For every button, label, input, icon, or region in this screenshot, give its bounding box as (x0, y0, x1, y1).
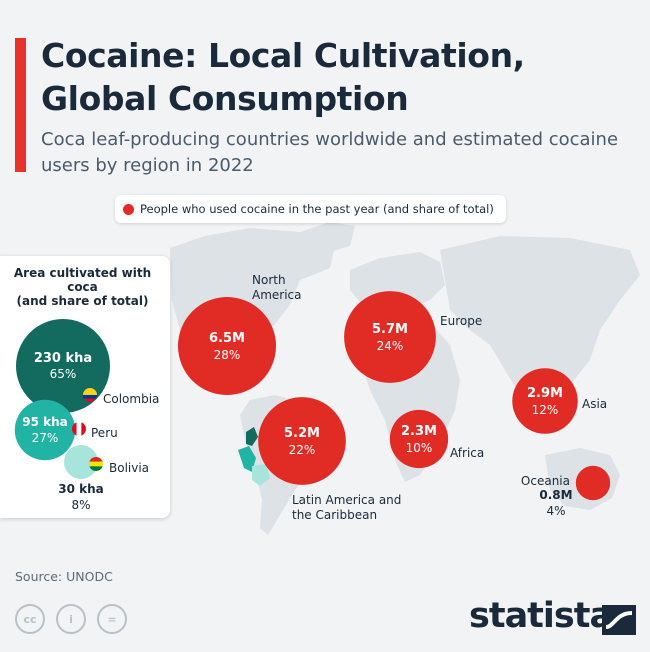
region-label-2-1: the Caribbean (292, 508, 377, 522)
attribution-icon: i (56, 604, 86, 634)
users-value-label-4: 2.3M (401, 424, 437, 439)
coca-share-label-0: 65% (50, 367, 77, 381)
chart-title: Cocaine: Local Cultivation, Global Consu… (41, 36, 525, 118)
users-value-label-0: 6.5M (209, 331, 245, 346)
users-share-label-1: 24% (377, 339, 404, 353)
chart-subtitle: Coca leaf-producing countries worldwide … (41, 129, 619, 176)
creative-commons-icon: cc (15, 604, 45, 634)
users-share-label-2: 22% (289, 443, 316, 457)
users-share-label-4: 10% (406, 441, 433, 455)
map-colombia-shape (246, 427, 258, 446)
coca-value-label-2: 30 kha (58, 482, 104, 496)
region-label-2-0: Latin America and (292, 493, 401, 507)
users-value-label-1: 5.7M (372, 322, 408, 337)
coca-share-label-1: 27% (32, 431, 59, 445)
coca-value-label-1: 95 kha (22, 415, 68, 429)
no-derivatives-icon: = (97, 604, 127, 634)
legend-marker (123, 203, 134, 215)
coca-bubble-peru (14, 399, 76, 461)
colombia-flag-icon (83, 388, 97, 402)
panel-title: Area cultivated with coca (and share of … (13, 266, 152, 308)
coca-value-label-0: 230 kha (34, 351, 92, 366)
statista-logo: statista (469, 596, 613, 636)
users-bubble-2 (258, 397, 346, 485)
region-label-0-0: North (252, 273, 286, 287)
legend: People who used cocaine in the past year… (115, 195, 506, 223)
users-value-label-5: 0.8M (539, 488, 572, 502)
users-value-label-3: 2.9M (527, 386, 563, 401)
users-bubble-3 (512, 368, 578, 434)
coca-bubble-colombia (16, 319, 110, 413)
region-label-1: Europe (440, 314, 482, 328)
source-note: Source: UNODC (15, 569, 113, 584)
coca-country-label-bolivia: Bolivia (109, 461, 149, 475)
accent-bar (15, 38, 26, 172)
users-bubble-4 (389, 409, 449, 469)
coca-country-label-peru: Peru (91, 426, 118, 440)
statista-mark-icon (602, 605, 636, 635)
coca-bubble-bolivia (64, 445, 98, 479)
users-share-label-0: 28% (214, 348, 241, 362)
users-share-label-5: 4% (546, 504, 565, 518)
legend-label: People who used cocaine in the past year… (140, 202, 494, 216)
continent-greenland (300, 222, 355, 252)
region-label-3: Asia (582, 397, 607, 411)
map-bolivia-shape (252, 464, 270, 486)
peru-flag-icon (72, 422, 86, 436)
bolivia-flag-icon (89, 457, 103, 471)
coca-share-label-2: 8% (71, 498, 90, 512)
users-share-label-3: 12% (532, 403, 559, 417)
region-label-4: Africa (450, 446, 484, 460)
region-label-5: Oceania (521, 474, 570, 488)
region-label-0-1: America (252, 288, 302, 302)
users-value-label-2: 5.2M (284, 426, 320, 441)
users-bubble-5 (575, 465, 611, 501)
users-bubble-1 (344, 291, 436, 383)
coca-country-label-colombia: Colombia (103, 392, 159, 406)
map-peru-shape (238, 446, 256, 472)
users-bubble-0 (178, 297, 276, 395)
continent-asia (440, 236, 640, 400)
